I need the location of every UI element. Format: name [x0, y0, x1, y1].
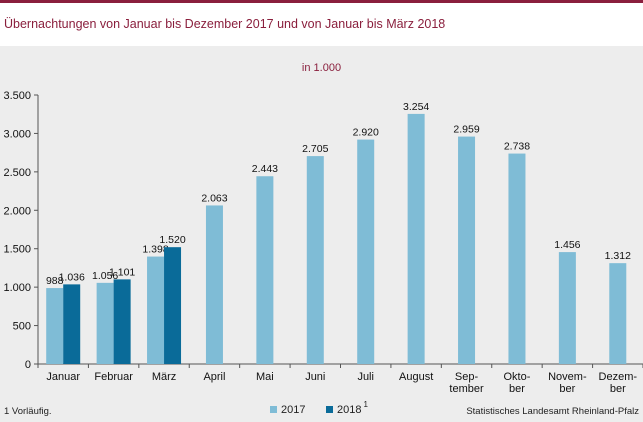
bar-2017 — [508, 153, 526, 364]
x-tick-label: Okto- — [504, 371, 531, 383]
bar-2017 — [558, 252, 576, 364]
x-tick-label: Dezem- — [599, 371, 638, 383]
title-band: Übernachtungen von Januar bis Dezember 2… — [0, 3, 643, 45]
data-label-2017: 2.705 — [302, 143, 328, 155]
data-label-2017: 2.443 — [252, 163, 278, 175]
legend-label-2017: 2017 — [281, 404, 306, 416]
bar-2017 — [46, 288, 64, 364]
bar-2017 — [407, 113, 425, 364]
x-tick-label: März — [152, 371, 176, 383]
x-tick-label: Januar — [46, 371, 80, 383]
data-label-2017: 1.312 — [605, 250, 631, 262]
data-label-2017: 2.063 — [201, 192, 227, 204]
data-label-2017: 2.738 — [504, 141, 530, 153]
y-tick-label: 3.500 — [3, 90, 31, 102]
x-tick-label: ber — [509, 383, 525, 395]
x-tick-label: August — [399, 371, 433, 383]
y-tick-label: 0 — [25, 359, 31, 371]
data-label-2017: 2.959 — [453, 124, 479, 136]
bar-2017 — [256, 176, 274, 364]
bar-2018 — [164, 247, 182, 364]
bar-2017 — [609, 263, 627, 364]
data-label-2017: 1.398 — [142, 244, 168, 256]
data-label-2017: 1.456 — [554, 239, 580, 251]
footnote: 1 Vorläufig. — [4, 406, 52, 417]
chart-subtitle: in 1.000 — [301, 62, 342, 74]
x-tick-label: Juli — [357, 371, 374, 383]
y-tick-label: 2.000 — [3, 205, 31, 217]
legend-swatch-2018 — [326, 406, 333, 413]
bar-2018 — [113, 279, 131, 364]
chart-title: Übernachtungen von Januar bis Dezember 2… — [4, 17, 446, 31]
y-tick-label: 500 — [13, 321, 31, 333]
legend-swatch-2017 — [270, 406, 277, 413]
x-tick-label: ber — [610, 383, 626, 395]
y-tick-label: 1.000 — [3, 282, 31, 294]
legend-footnote-mark: 1 — [363, 400, 368, 409]
x-tick-label: Februar — [94, 371, 133, 383]
data-label-2018: 1.520 — [159, 234, 185, 246]
bar-2018 — [63, 284, 81, 364]
x-tick-label: Sep- — [455, 371, 479, 383]
bar-2017 — [147, 256, 165, 364]
x-tick-label: Novem- — [548, 371, 587, 383]
bar-2017 — [306, 156, 324, 364]
bar-2017 — [205, 205, 223, 364]
x-tick-label: Mai — [256, 371, 274, 383]
legend-item-2017: 2017 — [270, 404, 305, 416]
bar-2017 — [357, 139, 375, 364]
top-rule — [0, 0, 643, 3]
data-label-2017: 2.920 — [353, 127, 379, 139]
bar-2017 — [96, 282, 114, 364]
y-tick-label: 3.000 — [3, 128, 31, 140]
legend-item-2018: 2018 1 — [326, 400, 368, 416]
data-label-2018: 1.101 — [109, 266, 135, 278]
source-credit: Statistisches Landesamt Rheinland-Pfalz — [466, 406, 639, 417]
data-label-2018: 1.036 — [59, 271, 85, 283]
data-label-2017: 3.254 — [403, 101, 429, 113]
x-tick-label: tember — [449, 383, 484, 395]
bar-2017 — [458, 136, 476, 364]
y-tick-label: 2.500 — [3, 167, 31, 179]
x-tick-label: Juni — [305, 371, 325, 383]
x-tick-label: ber — [559, 383, 575, 395]
data-label-2017: 1.056 — [92, 270, 118, 282]
y-tick-label: 1.500 — [3, 244, 31, 256]
legend-label-2018: 2018 — [337, 404, 362, 416]
x-tick-label: April — [203, 371, 225, 383]
data-label-2017: 988 — [46, 275, 64, 287]
